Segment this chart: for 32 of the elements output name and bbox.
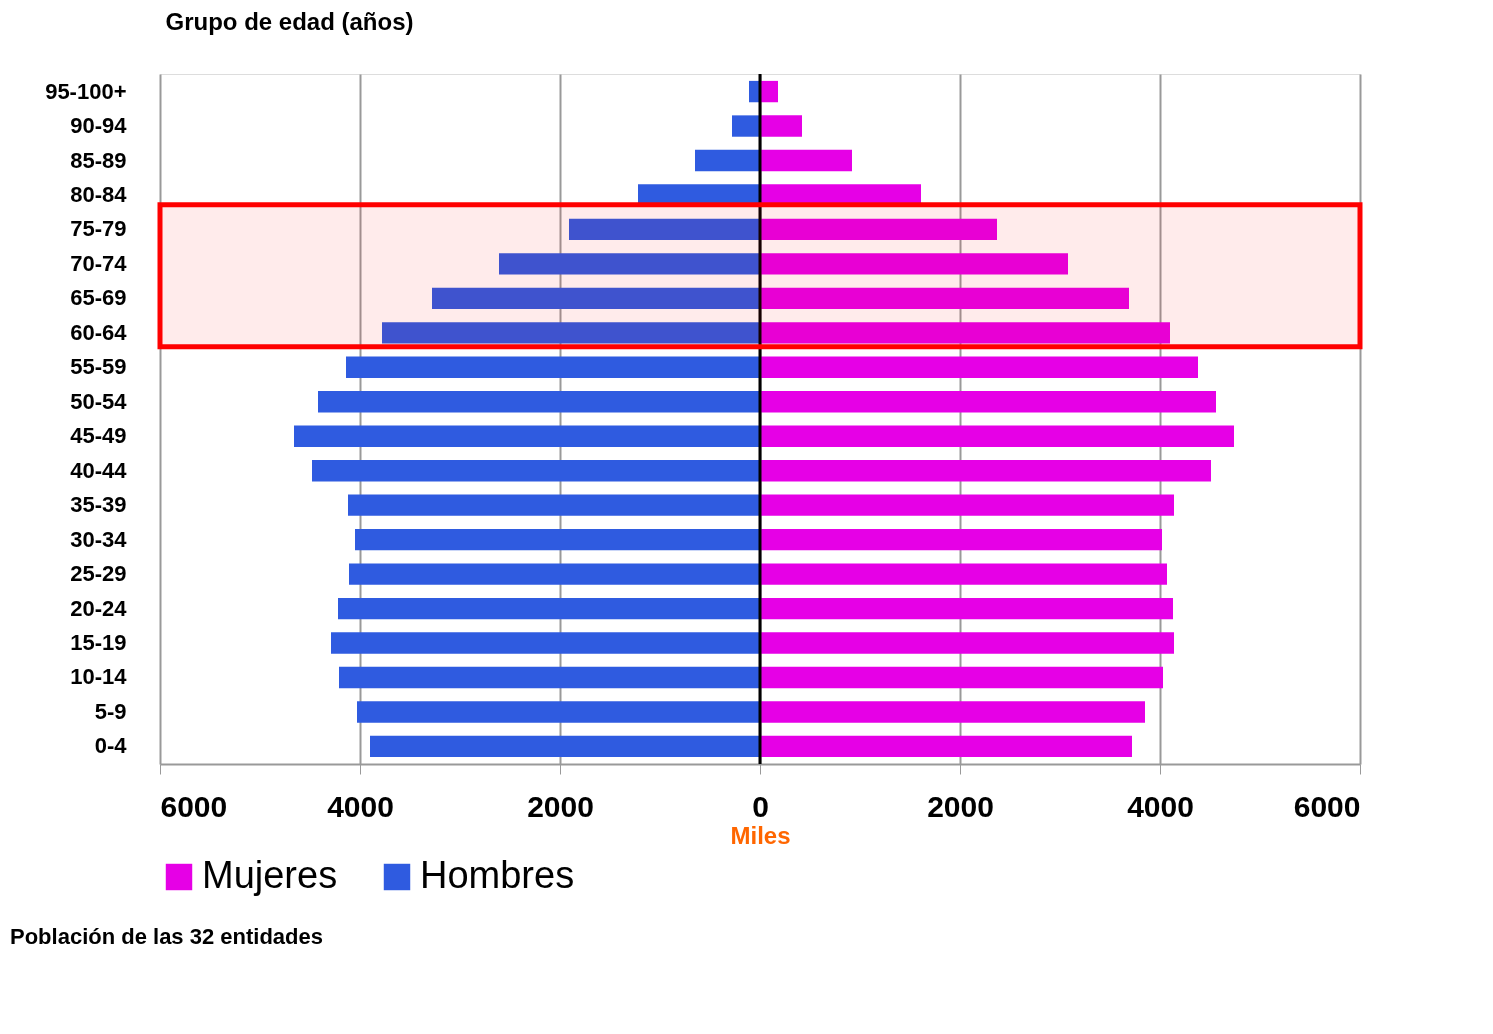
y-axis-title: Grupo de edad (años) bbox=[165, 7, 414, 35]
y-tick-label: 80-84 bbox=[70, 181, 128, 207]
x-tick-label: 2000 bbox=[927, 789, 994, 823]
y-tick-label: 90-94 bbox=[70, 113, 128, 139]
y-tick-label: 75-79 bbox=[70, 216, 127, 242]
x-tick-label: 2000 bbox=[527, 789, 594, 823]
x-tick-label: 4000 bbox=[327, 789, 394, 823]
y-tick-label: 25-29 bbox=[70, 561, 127, 587]
x-tick-label: 6000 bbox=[160, 789, 228, 823]
legend-label: Mujeres bbox=[202, 854, 338, 896]
y-tick-label: 20-24 bbox=[70, 595, 128, 621]
y-tick-label: 55-59 bbox=[70, 354, 127, 380]
y-tick-label: 95-100+ bbox=[45, 78, 127, 104]
text: Población de las 32 entidades bbox=[10, 924, 323, 949]
y-tick-label: 10-14 bbox=[70, 664, 128, 690]
y-tick-label: 0-4 bbox=[94, 733, 128, 759]
x-tick-label: 4000 bbox=[1127, 789, 1194, 823]
y-tick-label: 65-69 bbox=[70, 285, 127, 311]
y-tick-label: 85-89 bbox=[70, 147, 127, 173]
y-tick-label: 45-49 bbox=[70, 423, 127, 449]
y-tick-label: 15-19 bbox=[70, 630, 127, 656]
y-tick-label: 50-54 bbox=[70, 388, 128, 414]
y-tick-label: 5-9 bbox=[94, 698, 127, 724]
y-tick-label: 35-39 bbox=[70, 492, 127, 518]
x-tick-label: 0 bbox=[752, 789, 769, 823]
y-tick-label: 30-34 bbox=[70, 526, 128, 552]
x-axis-title: Miles bbox=[730, 821, 791, 849]
y-tick-label: 70-74 bbox=[70, 250, 128, 276]
x-tick-label: 6000 bbox=[1293, 789, 1361, 823]
y-tick-label: 40-44 bbox=[70, 457, 128, 483]
legend-label: Hombres bbox=[420, 854, 575, 896]
y-tick-label: 60-64 bbox=[70, 319, 128, 345]
